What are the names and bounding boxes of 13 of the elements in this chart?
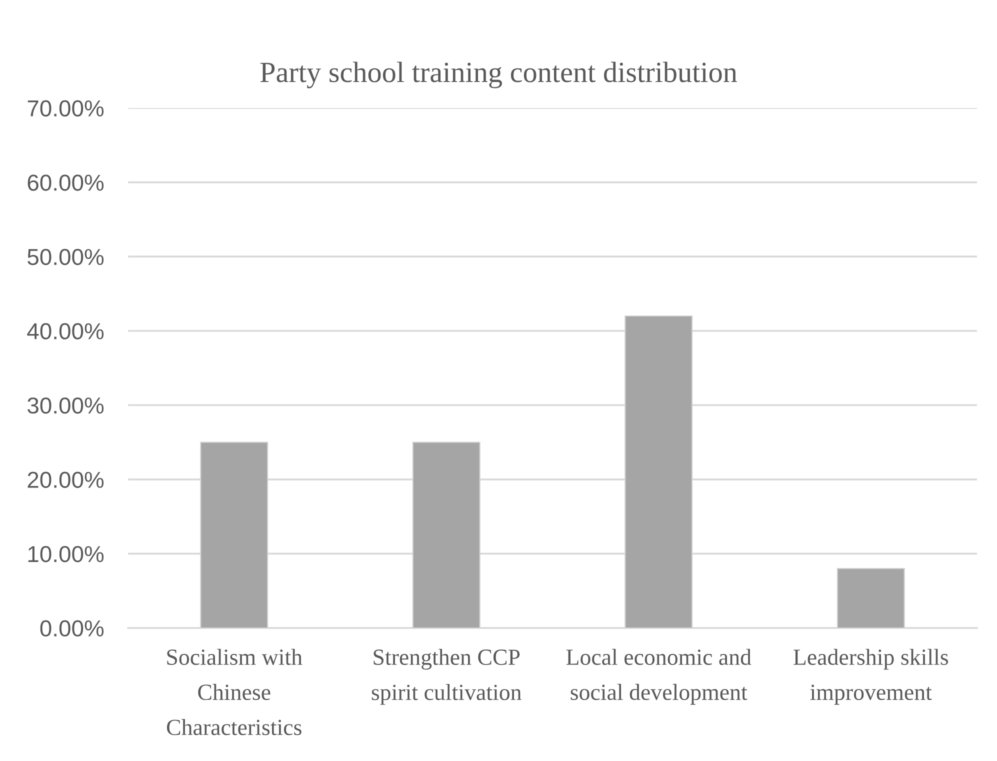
- x-tick-label: Socialism with Chinese Characteristics: [166, 648, 302, 736]
- x-tick-label: Leadership skills improvement: [794, 648, 948, 705]
- y-tick-label: 20.00%: [28, 472, 104, 488]
- y-tick-label: 0.00%: [40, 620, 104, 637]
- x-tick-label: Local economic and social development: [566, 648, 752, 705]
- chart-title: Party school training content distribution: [260, 62, 738, 88]
- y-tick-label: 40.00%: [27, 323, 104, 340]
- y-tick-label: 60.00%: [28, 174, 104, 191]
- y-tick-label: 70.00%: [28, 100, 104, 117]
- x-tick-label: Strengthen CCP spirit cultivation: [372, 648, 522, 705]
- y-tick-label: 30.00%: [28, 397, 104, 414]
- y-tick-label: 10.00%: [28, 546, 104, 562]
- y-tick-label: 50.00%: [28, 248, 104, 266]
